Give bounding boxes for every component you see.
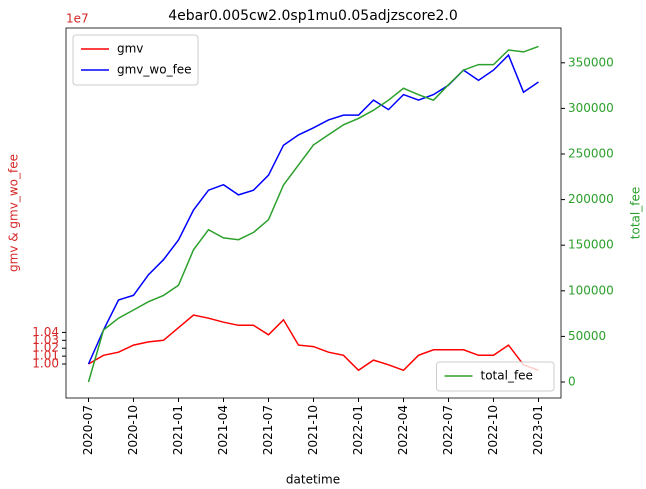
legend-label: total_fee [481,369,533,383]
y2-tick-label: 250000 [568,147,614,161]
x-tick-label: 2022-04 [396,405,410,455]
line-series [88,314,539,372]
y-axis-label: gmv & gmv_wo_fee [7,154,21,272]
legend-label: gmv [117,42,143,56]
x-tick-label: 2022-01 [351,405,365,455]
x-tick-label: 2021-01 [171,405,185,455]
legend-box [436,361,555,392]
x-tick-label: 2020-10 [126,405,140,455]
x-tick-label: 2022-07 [441,405,455,455]
x-tick-label: 2020-07 [81,405,95,455]
y-tick-label: 1.03 [32,333,59,347]
y2-tick-label: 300000 [568,101,614,115]
y2-tick-label: 150000 [568,238,614,252]
y2-tick-label: 350000 [568,55,614,69]
line-series [87,53,539,365]
y-tick-label: 1.02 [32,341,59,355]
chart-title: 4ebar0.005cw2.0sp1mu0.05adjzscore2.0 [168,8,458,24]
x-axis-label: datetime [286,473,340,487]
x-tick-label: 2022-10 [486,405,500,455]
y-offset-label: 1e7 [66,12,89,26]
y-tick-label: 1.04 [32,325,59,339]
legend-box [72,34,199,86]
y2-tick-label: 100000 [568,283,614,297]
x-tick-label: 2021-07 [261,405,275,455]
x-tick-label: 2021-10 [306,405,320,455]
line-series [87,45,539,383]
x-tick-label: 2023-01 [531,405,545,455]
y-tick-label: 1.01 [32,349,59,363]
legend-label: gmv_wo_fee [117,63,192,77]
y2-tick-label: 200000 [568,192,614,206]
y2-tick-label: 50000 [568,329,606,343]
y2-axis-label: total_fee [629,187,643,239]
x-tick-label: 2021-04 [216,405,230,455]
y-tick-label: 1.00 [32,357,59,371]
y2-tick-label: 0 [568,374,576,388]
